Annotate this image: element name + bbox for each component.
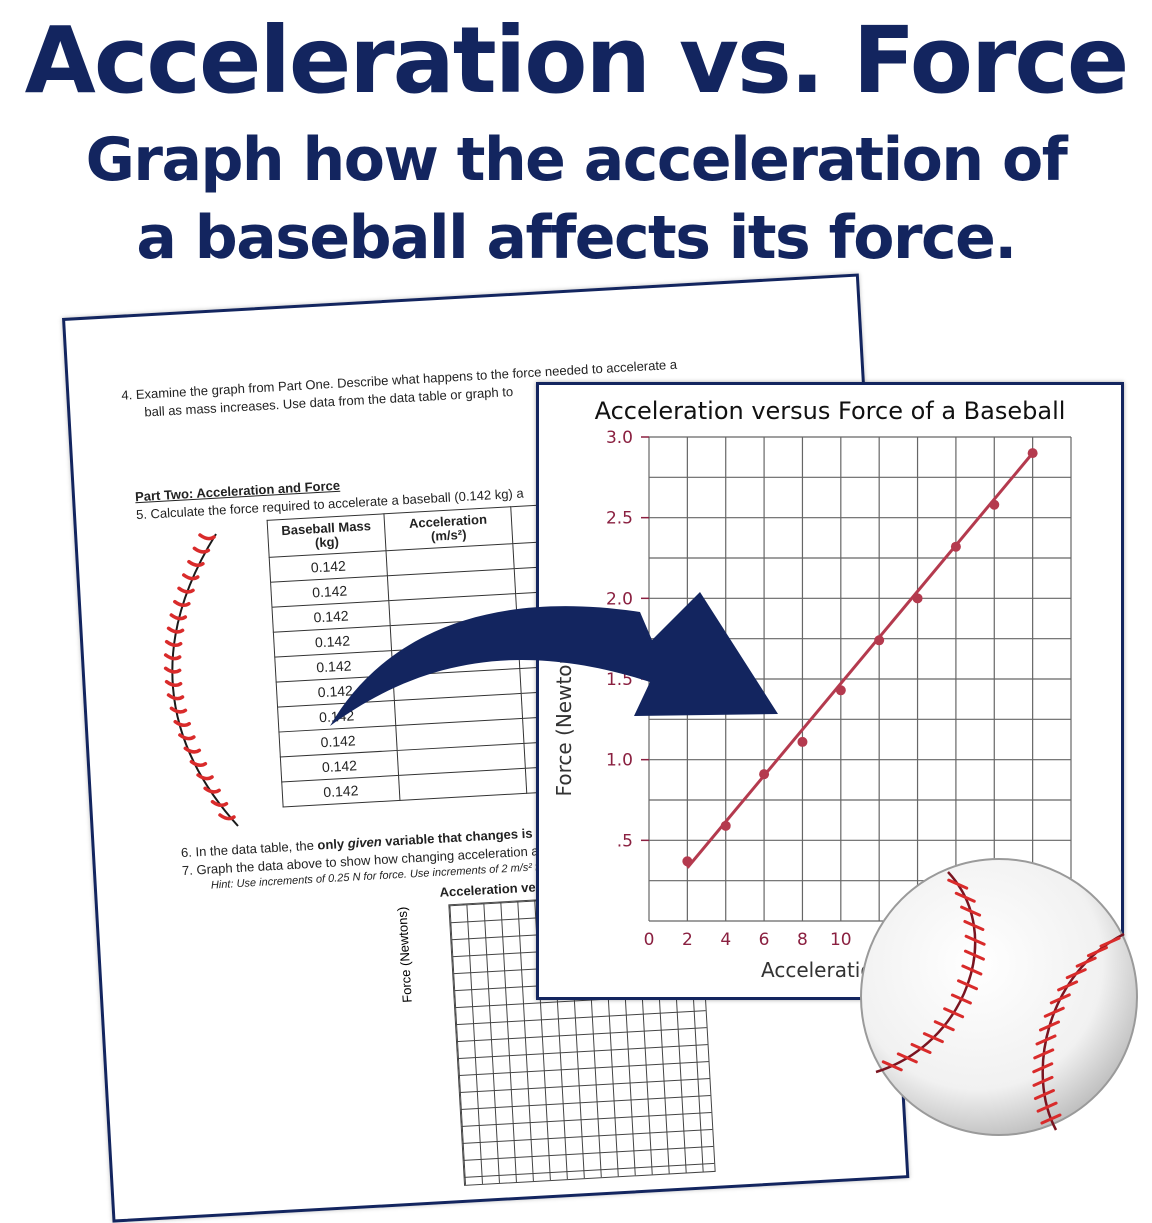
x-tick-label: 10	[830, 930, 852, 950]
ball-stitch	[963, 949, 985, 961]
ball-stitch	[1099, 936, 1121, 948]
data-point	[874, 635, 885, 646]
data-point	[989, 499, 1000, 510]
ball-stitch	[1049, 993, 1071, 1005]
ball-stitch	[963, 919, 985, 931]
ball-stitch	[950, 993, 972, 1005]
chart-marks	[682, 448, 1038, 869]
ball-stitch	[957, 979, 978, 991]
subtitle-line-1: Graph how the acceleration of	[85, 125, 1068, 195]
data-point	[912, 593, 923, 604]
ball-stitch	[933, 1020, 955, 1032]
ball-stitch	[1035, 1034, 1057, 1046]
x-tick-label: 2	[682, 930, 693, 950]
ball-stitch	[964, 934, 986, 946]
ball-stitch	[1040, 1113, 1062, 1125]
ball-stitch	[881, 1060, 903, 1072]
x-tick-label: 0	[644, 930, 655, 950]
ball-stitch	[910, 1042, 932, 1054]
baseball-stitches	[881, 878, 1121, 1125]
y-tick-label: 1.0	[606, 751, 633, 771]
ball-stitch	[1036, 1101, 1058, 1113]
blank-graph-ylabel: Force (Newtons)	[394, 906, 415, 1004]
x-tick-label: 8	[797, 930, 808, 950]
ball-stitch	[1043, 1006, 1065, 1018]
ball-stitch	[1075, 956, 1097, 968]
y-tick-label: 3.0	[606, 428, 633, 448]
baseball-body	[860, 858, 1138, 1136]
x-tick-label: 4	[720, 930, 731, 950]
chart-title: Acceleration versus Force of a Baseball	[595, 397, 1066, 425]
ball-stitch	[1032, 1075, 1054, 1087]
chart-xlabel: Acceleratio	[761, 958, 873, 982]
data-point	[1027, 448, 1038, 459]
chart-ylabel: Force (Newtons)	[552, 634, 576, 797]
baseball-icon	[860, 858, 1138, 1136]
y-tick-label: 2.0	[606, 589, 633, 609]
ball-stitch	[1033, 1048, 1055, 1060]
ball-stitch	[947, 878, 969, 890]
data-point	[759, 769, 770, 780]
trend-line	[686, 452, 1034, 869]
y-tick-label: 1.5	[606, 670, 633, 690]
ball-stitch	[954, 891, 976, 903]
ball-stitch	[943, 1007, 965, 1019]
ball-stitch	[960, 905, 982, 917]
y-tick-label: .5	[617, 831, 633, 851]
data-point	[950, 541, 961, 552]
ball-stitch	[1086, 946, 1108, 958]
data-point	[682, 856, 693, 867]
data-point	[835, 685, 846, 696]
x-tick-label: 6	[759, 930, 770, 950]
baseball-seam-icon	[244, 827, 324, 832]
ball-stitch	[1032, 1062, 1054, 1074]
question-6-only: only	[317, 836, 345, 853]
ball-stitch	[1057, 980, 1079, 992]
ball-stitch	[961, 964, 983, 976]
chart-ticks: 0 2 4 6 8 10 .5 1.0 1.5 2.0 2.5 3.0	[606, 428, 852, 950]
ball-stitch	[1033, 1089, 1055, 1101]
ball-stitch	[922, 1032, 944, 1044]
question-6-given: given	[347, 833, 383, 851]
data-point	[797, 736, 808, 747]
table-cell-mass: 0.142	[281, 775, 400, 807]
ball-stitch	[896, 1052, 918, 1064]
ball-stitch	[1039, 1020, 1060, 1032]
headline-title: Acceleration vs. Force	[24, 7, 1130, 114]
ball-stitch	[1065, 968, 1087, 980]
data-point	[720, 820, 731, 831]
y-tick-label: 2.5	[606, 509, 633, 529]
chart-grid	[648, 436, 1072, 922]
subtitle-line-2: a baseball affects its force.	[136, 203, 1017, 273]
